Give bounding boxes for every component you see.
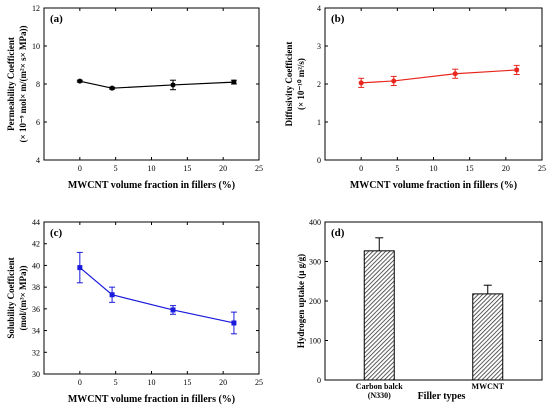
data-point [391,78,397,84]
x-tick-label: 10 [148,378,156,387]
y-tick-label: 0 [317,376,321,385]
y-axis-label-units: (mol/(m³× MPa)) [18,265,28,330]
plot-frame [324,7,543,161]
x-tick-label: 20 [219,378,227,387]
y-tick-label: 200 [309,297,321,306]
y-tick-label: 12 [32,4,40,13]
y-tick-label: 34 [32,327,40,336]
data-point [109,292,115,298]
category-label: MWCNT [472,382,505,391]
plot-frame [43,7,260,161]
series-line [79,80,234,89]
y-tick-label: 6 [36,118,40,127]
y-tick-label: 0 [317,156,321,165]
chart-panel-a: 4 6 8 10 12 (a) Permeability Coefficient (× 10⁻… [6,4,263,191]
x-tick-label: 25 [255,164,263,173]
y-tick-label: 4 [317,4,321,13]
plot-frame [43,221,260,375]
y-tick-label: 2 [317,80,321,89]
data-point [514,67,520,73]
data-point [358,80,364,86]
y-tick-label: 32 [32,348,40,357]
y-tick-label: 3 [317,42,321,51]
y-tick-label: 44 [32,218,40,227]
y-tick-label: 38 [32,283,40,292]
chart-panel-d: 0 100 200 300 400 (d) Hydrogen uptake (μ g/g) C… [296,218,543,402]
panel-label: (d) [331,227,345,239]
y-tick-label: 40 [32,261,40,270]
y-tick-label: 10 [32,42,40,51]
x-tick-label: 0 [78,164,82,173]
data-point [452,71,458,77]
x-tick-label: 0 [359,164,363,173]
x-tick-label: 0 [78,378,82,387]
y-tick-label: 42 [32,240,40,249]
x-tick-label: 20 [502,164,510,173]
x-tick-label: 25 [538,164,546,173]
x-tick-label: 10 [430,164,438,173]
y-tick-label: 8 [36,80,40,89]
chart-panel-b: 0 1 2 3 4 (b) Diffusivity Coefficient (× 10⁻¹⁰ … [284,4,546,191]
data-point [170,82,176,88]
data-point [170,307,176,313]
y-axis-label: Permeability Coefficient [6,37,16,131]
error-bar [375,237,384,251]
data-point [231,79,237,85]
series-line [79,267,235,324]
plot-frame [324,221,543,381]
data-point [109,85,115,91]
y-axis-label: Solubility Coefficient [6,257,16,338]
y-tick-label: 1 [317,118,321,127]
data-point [231,320,237,326]
data-point [77,265,83,271]
y-tick-label: 100 [309,337,321,346]
y-axis-label: Diffusivity Coefficient [284,42,294,127]
panel-label: (c) [50,227,63,239]
x-tick-label: 5 [114,378,118,387]
category-label: Carbon balck [356,382,403,391]
series-line [361,69,517,84]
y-tick-label: 4 [36,156,40,165]
category-label: (N330) [368,391,391,400]
x-axis-label: Filler types [418,391,466,402]
panel-label: (a) [50,13,63,25]
data-point [77,78,83,84]
y-tick-label: 400 [309,218,321,227]
x-tick-label: 25 [255,378,263,387]
error-bar [483,284,492,294]
x-tick-label: 5 [395,164,399,173]
bar [363,250,395,381]
bar [472,293,504,381]
y-axis-label: Hydrogen uptake (μ g/g) [296,254,306,348]
y-tick-label: 30 [32,370,40,379]
y-axis-label-units: (× 10⁻⁹ mol× m/(m²× s× MPa)) [18,26,28,143]
y-axis-label-units: (× 10⁻¹⁰ m²/s) [296,58,306,110]
x-axis-label: MWCNT volume fraction in fillers (%) [68,394,235,405]
x-tick-label: 15 [466,164,474,173]
x-axis-label: MWCNT volume fraction in fillers (%) [350,180,517,191]
x-axis-label: MWCNT volume fraction in fillers (%) [68,180,235,191]
x-tick-label: 20 [219,164,227,173]
x-tick-label: 5 [114,164,118,173]
x-tick-label: 10 [148,164,156,173]
panel-label: (b) [331,13,345,25]
chart-panel-c: 30 32 34 36 38 40 42 44 (c) Solubility Coefficien… [6,218,263,405]
y-tick-label: 300 [309,258,321,267]
x-tick-label: 15 [183,378,191,387]
x-tick-label: 15 [183,164,191,173]
y-tick-label: 36 [32,305,40,314]
